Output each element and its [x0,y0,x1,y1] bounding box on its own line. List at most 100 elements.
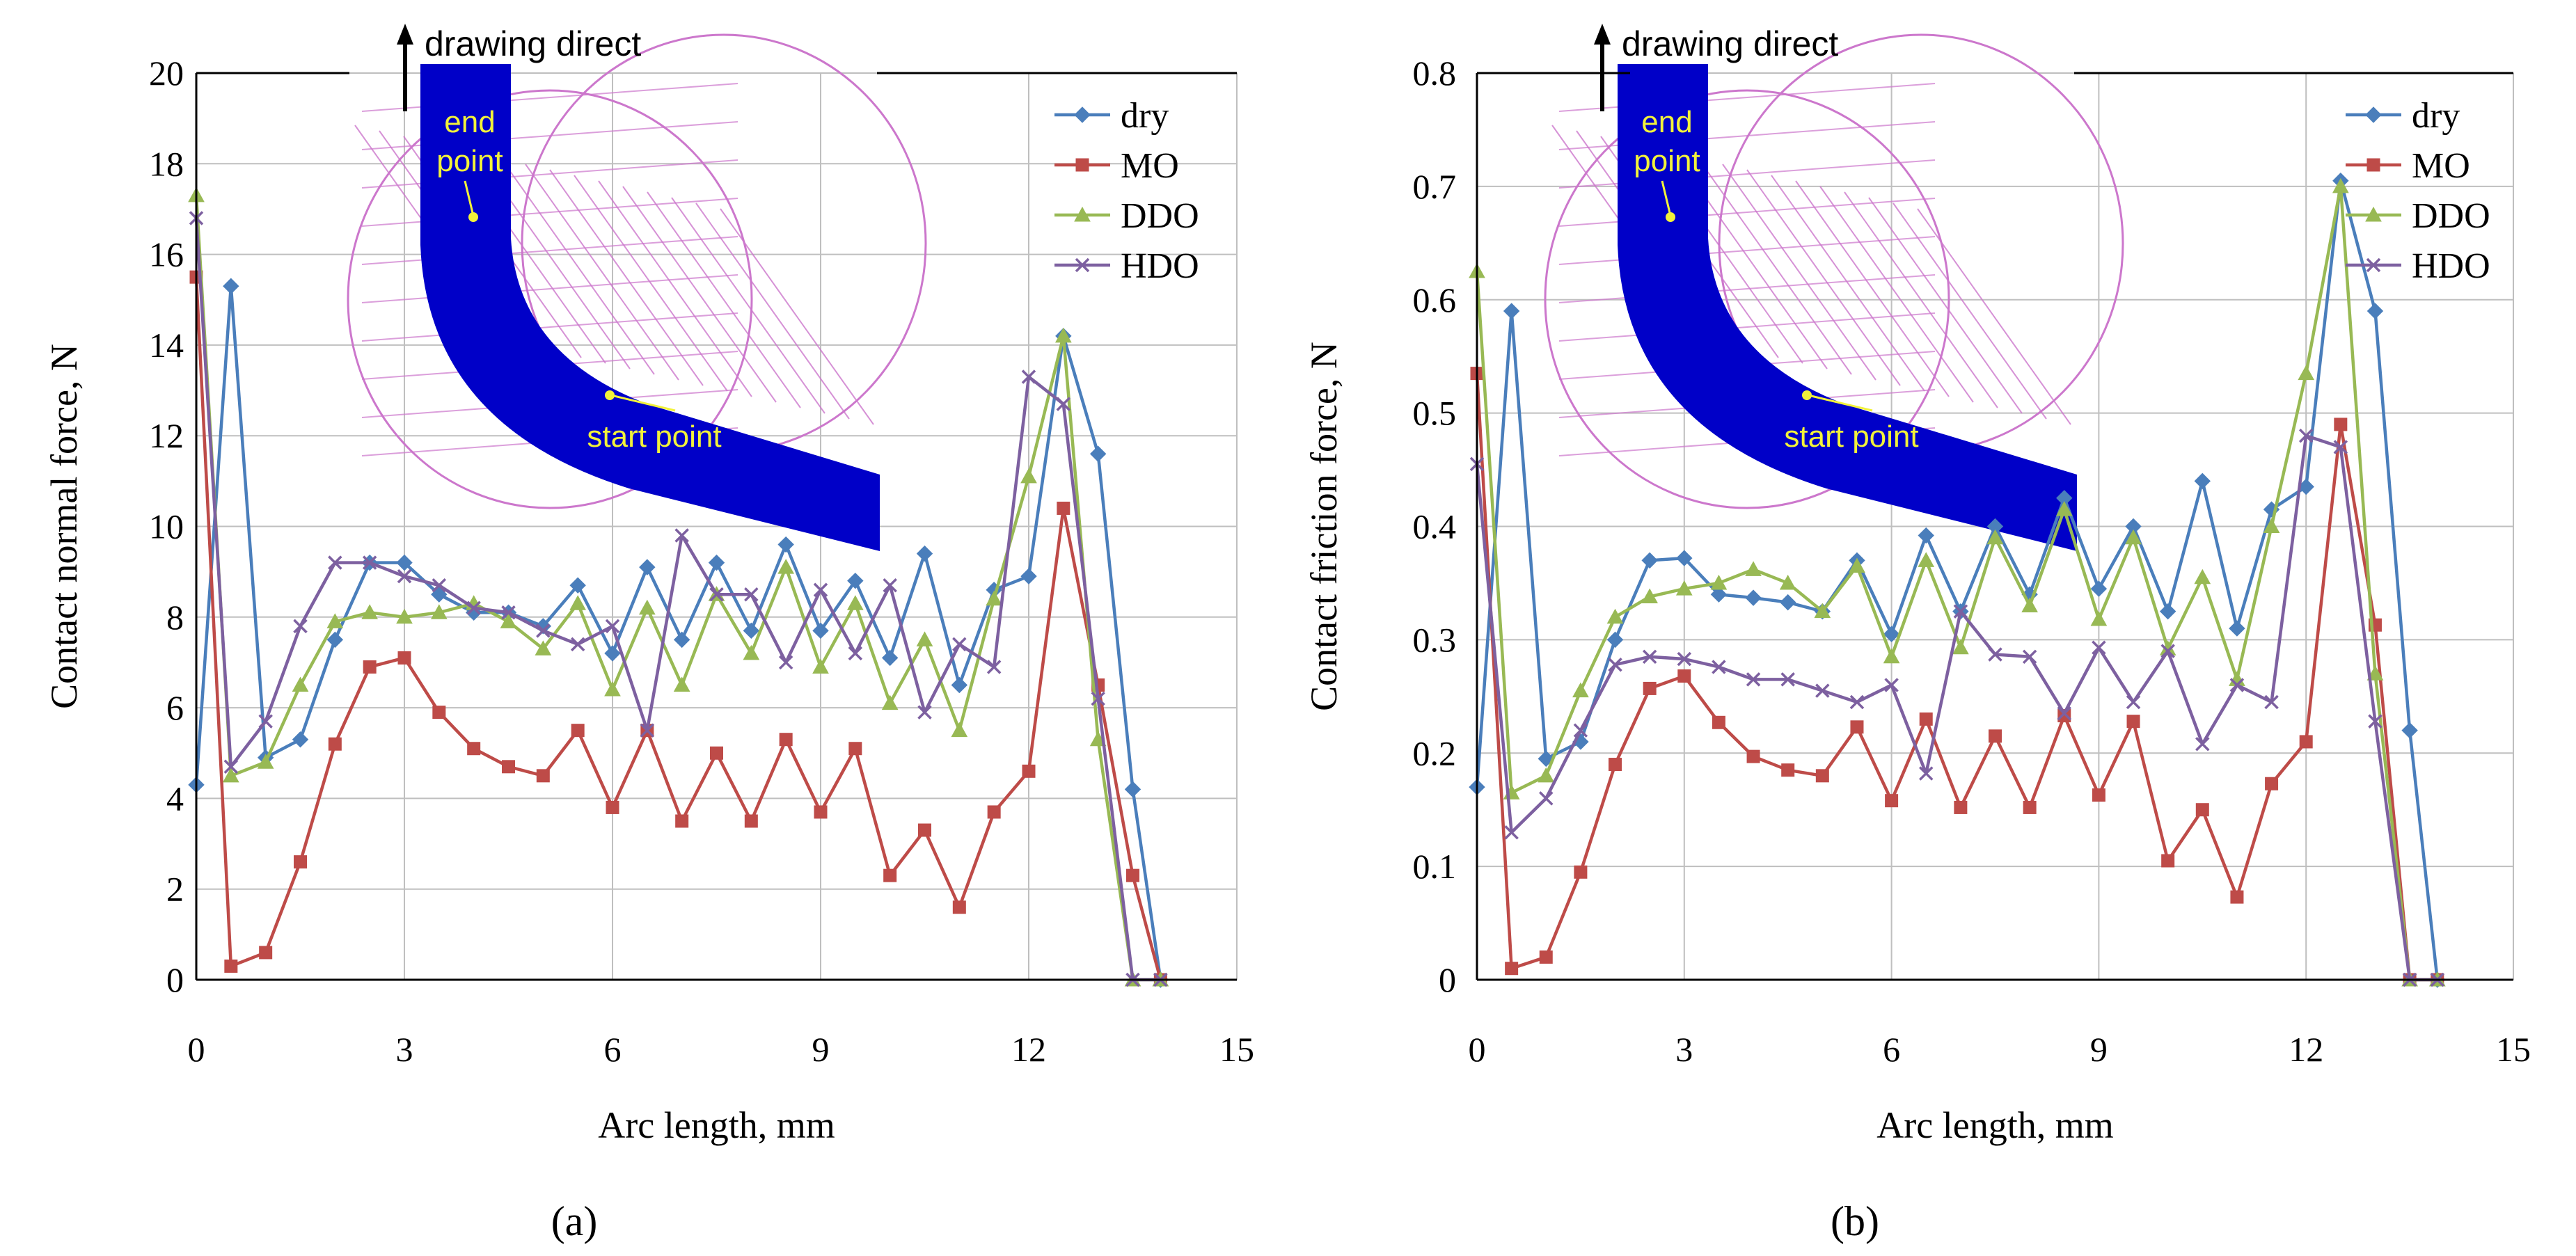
data-point-hdo [362,555,377,570]
data-point-ddo [2366,665,2384,681]
data-point-mo [779,733,793,747]
data-point-dry [881,649,899,667]
data-point-ddo [2298,365,2315,381]
data-point-ddo [1849,557,1865,573]
data-point-mo [1989,729,2002,743]
data-point-ddo [638,599,656,615]
data-point-hdo [2298,428,2314,443]
legend-label-hdo: HDO [2412,246,2490,286]
data-point-dry [1779,594,1796,611]
y-tick-label: 4 [166,779,184,818]
data-point-ddo [1020,468,1037,484]
y-tick-label: 8 [166,598,184,637]
data-point-dry [2090,580,2108,597]
data-point-hdo [2092,640,2106,655]
data-point-mo [294,855,307,869]
data-point-mo [744,814,758,828]
data-point-ddo [743,644,760,660]
data-point-mo [2299,735,2313,749]
data-point-ddo [846,595,864,610]
data-point-dry [743,622,760,639]
data-point-dry [1676,550,1693,566]
series-layer-b [1469,173,2446,988]
data-point-mo [1781,763,1795,777]
data-point-dry [916,545,933,562]
data-point-mo [1746,749,1760,763]
data-point-hdo [1712,660,1726,674]
data-point-dry [1918,527,1934,544]
legend-a: dry MO DDO HDO [1054,96,1199,286]
y-tick-label: 18 [149,144,184,183]
y-tick-label: 0.5 [1413,394,1457,433]
x-tick-label: 15 [2496,1030,2531,1069]
data-point-mo [1609,758,1622,772]
data-point-dry [1641,552,1658,569]
legend-label-dry: dry [2412,96,2460,136]
series-line-dry [1475,179,2440,980]
drawing-direction-arrow-icon [1594,24,1611,111]
start-point-label-a: start point [587,420,721,454]
x-tick-label: 0 [1469,1030,1486,1069]
data-point-hdo [744,587,759,602]
data-point-ddo [326,613,344,628]
data-point-hdo [1677,651,1692,667]
data-point-hdo [1504,825,1519,840]
data-point-ddo [1641,588,1659,603]
data-point-ddo [673,676,690,692]
y-tick-label: 6 [166,688,184,727]
data-point-dry [1089,445,1107,462]
y-tick-labels-a: 0 2 4 6 8 10 12 14 16 18 20 [149,54,184,999]
data-point-mo [1815,769,1829,783]
x-tick-label: 6 [1883,1030,1900,1069]
data-point-dry [569,577,586,594]
data-point-hdo [848,646,863,661]
data-point-ddo [2332,177,2349,193]
data-point-mo [952,900,966,914]
data-point-hdo [536,623,551,638]
data-point-dry [2401,722,2418,739]
wire-shape-a [420,64,880,551]
y-tick-label: 0.7 [1413,167,1457,206]
data-point-hdo [605,619,620,634]
data-point-hdo [1849,694,1865,710]
data-point-hdo [397,569,412,584]
data-point-mo [397,651,411,665]
data-point-dry [1883,626,1900,642]
data-point-hdo [432,578,447,593]
data-point-mo [571,724,585,738]
data-point-mo [2195,803,2209,817]
data-point-mo [1643,681,1657,695]
data-point-ddo [1779,574,1796,590]
end-point-label-a: end [444,105,495,139]
series-layer-a [188,186,1169,988]
x-tick-label: 3 [1675,1030,1693,1069]
legend-marker-dry [1074,106,1091,123]
y-tick-label: 0 [1439,960,1456,999]
y-tick-label: 0 [166,960,184,999]
data-point-dry [223,278,239,294]
data-point-dry [396,554,413,571]
data-point-hdo [952,637,967,652]
data-point-mo [1954,800,1968,814]
x-tick-label: 6 [604,1030,622,1069]
data-point-ddo [1710,574,1728,590]
data-point-hdo [1573,723,1588,738]
data-point-ddo [2055,501,2073,516]
x-axis-label-b: Arc length, mm [1876,1104,2113,1146]
data-point-hdo [1056,397,1071,411]
data-point-hdo [2022,649,2037,665]
data-point-dry [604,645,621,662]
data-point-hdo [2229,678,2245,692]
data-point-hdo [2264,694,2279,710]
data-point-ddo [812,658,829,674]
y-tick-label: 12 [149,416,184,455]
chart-panel-a: drawing direct end point start point 0 2 4… [43,24,1254,1244]
data-point-hdo [2160,644,2175,658]
data-point-hdo [986,660,1002,674]
end-point-leader-a [464,180,475,216]
data-point-dry [708,554,725,571]
inset-title-a: drawing direct [425,24,641,63]
data-point-dry [326,631,344,649]
x-axis-label-a: Arc length, mm [598,1104,835,1146]
data-point-dry [2229,620,2245,637]
